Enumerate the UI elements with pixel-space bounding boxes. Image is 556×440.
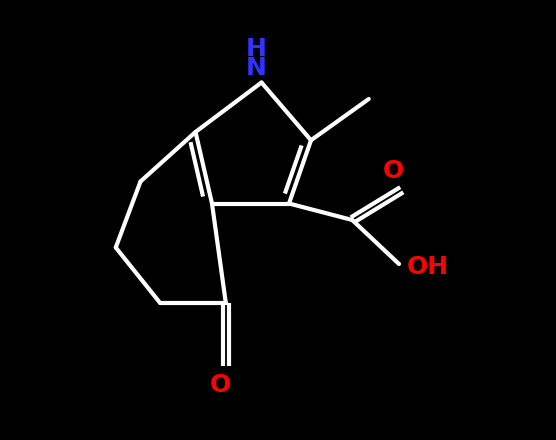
Text: O: O	[210, 373, 231, 397]
Text: O: O	[383, 158, 404, 183]
Text: H: H	[246, 37, 266, 61]
Text: OH: OH	[407, 255, 449, 279]
Text: N: N	[246, 56, 266, 80]
